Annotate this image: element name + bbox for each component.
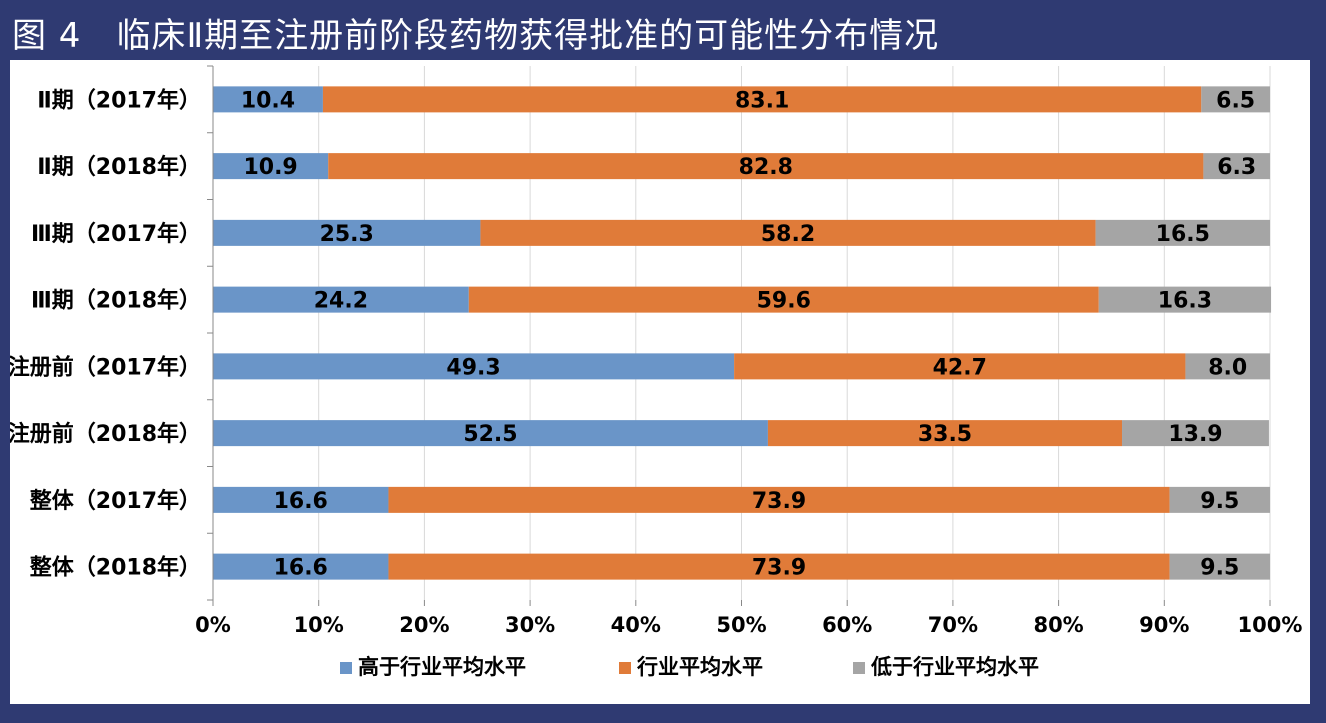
data-label: 10.9 bbox=[243, 155, 297, 180]
y-category-label: 整体（2018年） bbox=[30, 555, 201, 581]
data-label: 16.6 bbox=[274, 556, 328, 581]
data-label: 42.7 bbox=[933, 355, 987, 380]
data-label: 8.0 bbox=[1208, 355, 1247, 380]
legend-swatch bbox=[619, 662, 631, 674]
data-label: 58.2 bbox=[761, 222, 815, 247]
x-tick-label: 20% bbox=[399, 613, 449, 637]
data-label: 52.5 bbox=[463, 422, 517, 447]
data-label: 33.5 bbox=[918, 422, 972, 447]
x-tick-label: 60% bbox=[822, 613, 872, 637]
chart-title: 图 4 临床Ⅱ期至注册前阶段药物获得批准的可能性分布情况 bbox=[12, 16, 940, 56]
y-category-label: Ⅱ期（2017年） bbox=[37, 87, 201, 113]
bar-segment bbox=[1169, 553, 1270, 580]
gridlines bbox=[318, 66, 1271, 600]
data-label: 10.4 bbox=[241, 88, 295, 113]
bar-segment bbox=[1169, 486, 1270, 513]
data-label: 13.9 bbox=[1168, 422, 1222, 447]
bar-segment bbox=[388, 553, 1170, 580]
data-label: 73.9 bbox=[752, 556, 806, 581]
legend-swatch bbox=[853, 662, 865, 674]
bar-segment bbox=[213, 486, 389, 513]
y-category-label: 注册前（2018年） bbox=[10, 421, 201, 447]
x-tick-label: 30% bbox=[505, 613, 555, 637]
x-tick-label: 100% bbox=[1238, 613, 1303, 637]
data-label: 6.3 bbox=[1217, 155, 1256, 180]
bar-segment bbox=[1201, 86, 1270, 113]
bar-segment bbox=[213, 353, 735, 380]
data-label: 73.9 bbox=[752, 489, 806, 514]
bar-segment bbox=[734, 353, 1186, 380]
bar-segment bbox=[213, 86, 323, 113]
x-tick-label: 0% bbox=[195, 613, 231, 637]
y-category-label: Ⅱ期（2018年） bbox=[37, 154, 201, 180]
data-label: 82.8 bbox=[739, 155, 793, 180]
x-tick-label: 90% bbox=[1139, 613, 1189, 637]
bar-segment bbox=[767, 420, 1123, 447]
bar-segment bbox=[213, 153, 329, 180]
data-label: 16.3 bbox=[1158, 289, 1212, 314]
data-label: 9.5 bbox=[1200, 489, 1239, 514]
bar-segment bbox=[1098, 286, 1272, 313]
data-label: 16.5 bbox=[1156, 222, 1210, 247]
bar-segment bbox=[213, 286, 469, 313]
data-label: 25.3 bbox=[320, 222, 374, 247]
bar-segment bbox=[1122, 420, 1269, 447]
bar-segment bbox=[480, 219, 1096, 246]
x-tick-label: 40% bbox=[611, 613, 661, 637]
bar-segment bbox=[468, 286, 1099, 313]
data-label: 16.6 bbox=[274, 489, 328, 514]
data-label: 83.1 bbox=[735, 88, 789, 113]
data-label: 49.3 bbox=[446, 355, 500, 380]
y-category-label: 整体（2017年） bbox=[30, 488, 201, 514]
x-tick-label: 10% bbox=[294, 613, 344, 637]
bar-segment bbox=[328, 153, 1204, 180]
data-label: 9.5 bbox=[1200, 556, 1239, 581]
y-category-label: 注册前（2017年） bbox=[10, 354, 201, 380]
legend-swatch bbox=[340, 662, 352, 674]
data-label: 6.5 bbox=[1216, 88, 1255, 113]
bar-segment bbox=[1095, 219, 1270, 246]
y-category-label: Ⅲ期（2018年） bbox=[31, 288, 201, 314]
bar-segment bbox=[1203, 153, 1270, 180]
legend: 高于行业平均水平 行业平均水平 低于行业平均水平 bbox=[340, 655, 1039, 679]
bars: 10.4 83.1 6.5 10.9 82.8 6.3 25.3 58.2 16.5 24.2 59… bbox=[213, 86, 1272, 581]
chart-panel: 10.4 83.1 6.5 10.9 82.8 6.3 25.3 58.2 16.5 24.2 59… bbox=[10, 60, 1310, 704]
bar-segment bbox=[1185, 353, 1270, 380]
bar-segment bbox=[213, 553, 389, 580]
legend-label: 行业平均水平 bbox=[636, 655, 763, 679]
y-category-label: Ⅲ期（2017年） bbox=[31, 221, 201, 247]
stacked-bar-chart: 10.4 83.1 6.5 10.9 82.8 6.3 25.3 58.2 16.5 24.2 59… bbox=[10, 65, 1303, 679]
data-label: 24.2 bbox=[314, 289, 368, 314]
bar-segment bbox=[322, 86, 1202, 113]
data-label: 59.6 bbox=[757, 289, 811, 314]
legend-label: 高于行业平均水平 bbox=[358, 655, 526, 679]
axes: 0% 10% 20% 30% 40% 50% 60% 70% 80% 90% 100% Ⅱ期（2017… bbox=[10, 65, 1303, 637]
legend-label: 低于行业平均水平 bbox=[870, 655, 1039, 679]
bar-segment bbox=[213, 219, 481, 246]
x-tick-label: 70% bbox=[928, 613, 978, 637]
x-tick-label: 80% bbox=[1033, 613, 1083, 637]
bar-segment bbox=[388, 486, 1170, 513]
x-tick-label: 50% bbox=[716, 613, 766, 637]
bar-segment bbox=[213, 420, 768, 447]
